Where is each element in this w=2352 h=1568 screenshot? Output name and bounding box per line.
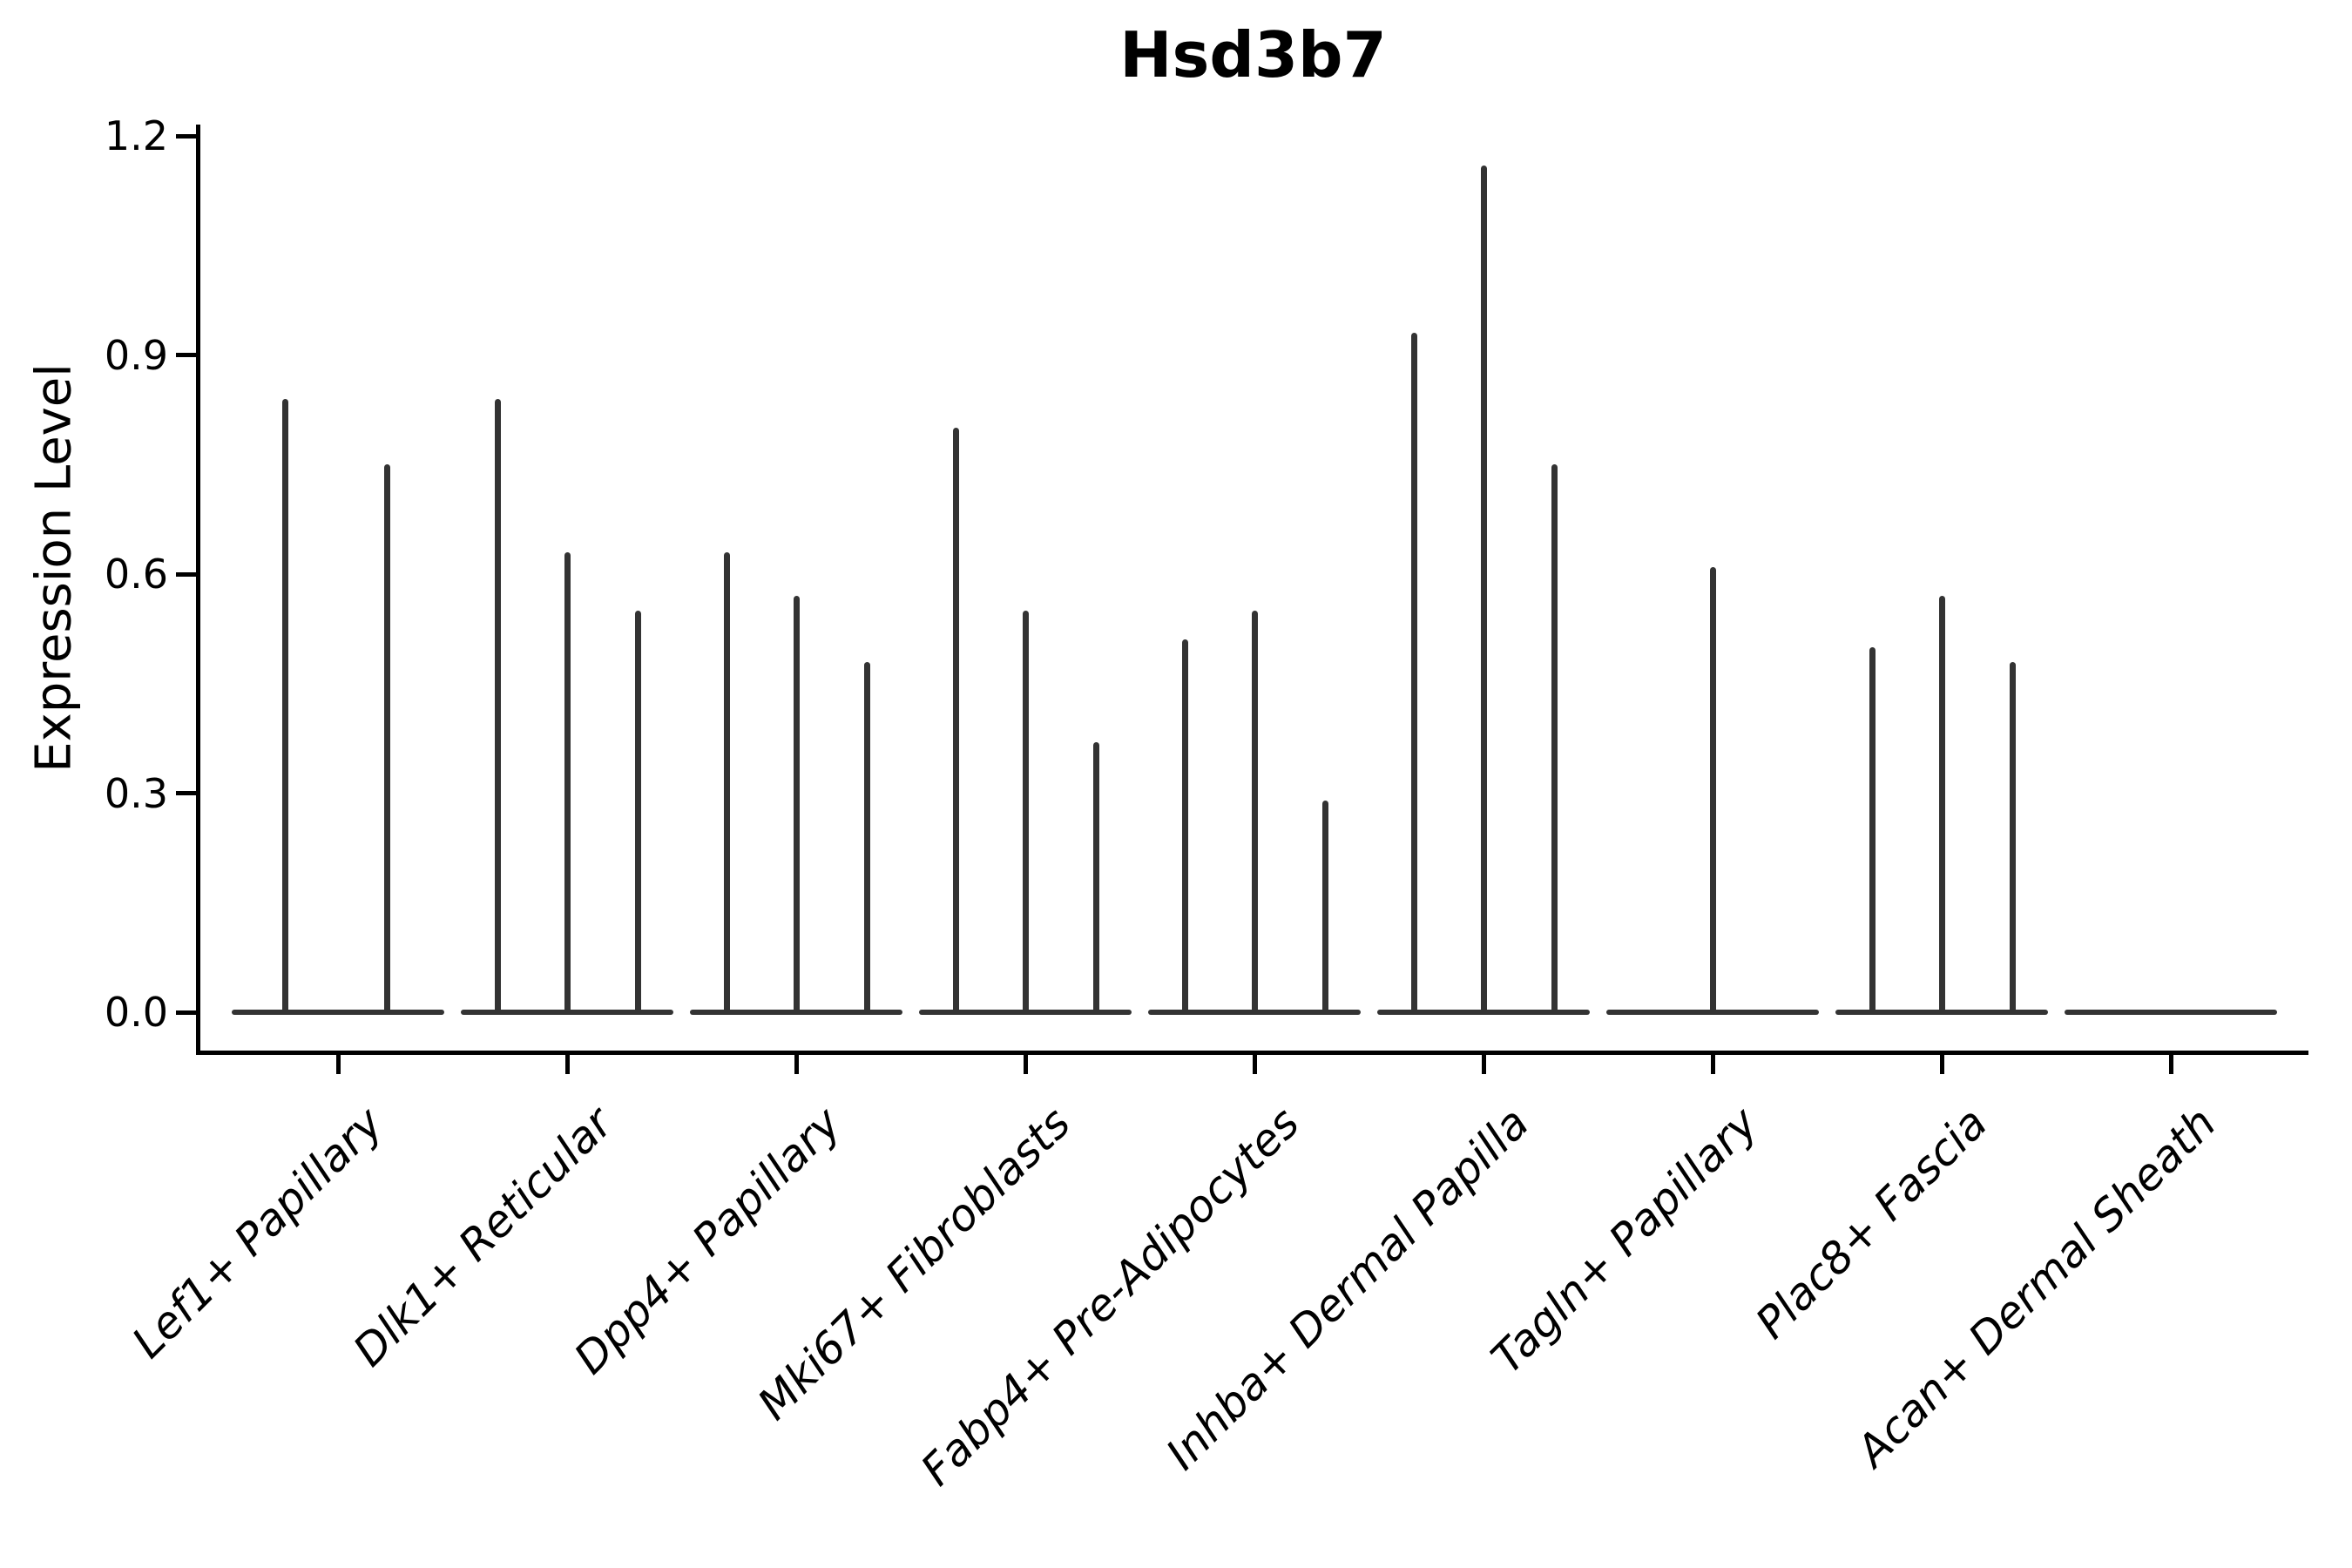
x-tick-mark — [1252, 1052, 1257, 1074]
x-tick-mark — [2168, 1052, 2173, 1074]
violin-spike — [494, 398, 501, 1015]
x-tick-mark — [1710, 1052, 1715, 1074]
y-tick-mark — [176, 353, 198, 358]
violin-base — [2065, 1010, 2277, 1015]
violin-spike — [1321, 800, 1328, 1015]
y-tick-label: 0.6 — [104, 551, 168, 598]
violin-spike — [1022, 610, 1029, 1015]
violin-spike — [1869, 646, 1876, 1015]
violin-spike — [1709, 566, 1716, 1015]
y-tick-label: 0.3 — [104, 769, 168, 817]
y-tick-label: 1.2 — [104, 112, 168, 160]
violin-spike — [1181, 639, 1188, 1015]
violin-spike — [634, 610, 641, 1015]
violin-spike — [952, 428, 959, 1015]
violin-spike — [863, 661, 870, 1015]
violin-spike — [564, 551, 571, 1015]
violin-spike — [1938, 596, 1945, 1015]
y-tick-mark — [176, 1010, 198, 1015]
x-tick-label: Plac8+ Fascia — [1746, 1098, 1997, 1348]
violin-spike — [723, 551, 730, 1015]
y-tick-label: 0.9 — [104, 331, 168, 379]
y-tick-mark — [176, 571, 198, 577]
x-tick-mark — [794, 1052, 799, 1074]
violin-spike — [1410, 333, 1417, 1015]
x-tick-label: Lef1+ Papillary — [122, 1098, 394, 1369]
violin-base — [232, 1010, 444, 1015]
y-tick-mark — [176, 791, 198, 795]
violin-spike — [793, 596, 800, 1015]
x-tick-mark — [1481, 1052, 1486, 1074]
violin-spike — [2009, 661, 2016, 1015]
x-tick-mark — [1023, 1052, 1028, 1074]
violin-spike — [383, 464, 390, 1015]
y-tick-mark — [176, 133, 198, 139]
x-axis-spine — [195, 1050, 2308, 1055]
violin-spike — [1251, 610, 1258, 1015]
violin-spike — [281, 398, 288, 1015]
x-tick-mark — [564, 1052, 570, 1074]
y-axis-spine — [195, 125, 200, 1055]
violin-spike — [1551, 464, 1558, 1015]
x-tick-mark — [335, 1052, 341, 1074]
x-tick-mark — [1939, 1052, 1944, 1074]
y-axis-label: Expression Level — [25, 363, 83, 773]
chart-title: Hsd3b7 — [1119, 18, 1387, 91]
y-tick-label: 0.0 — [104, 989, 168, 1036]
x-tick-label: Inhba+ Dermal Papilla — [1156, 1098, 1539, 1480]
x-tick-label: Fabp4+ Pre-Adipocytes — [911, 1098, 1310, 1496]
violin-spike — [1092, 741, 1099, 1015]
violin-spike — [1480, 165, 1487, 1015]
